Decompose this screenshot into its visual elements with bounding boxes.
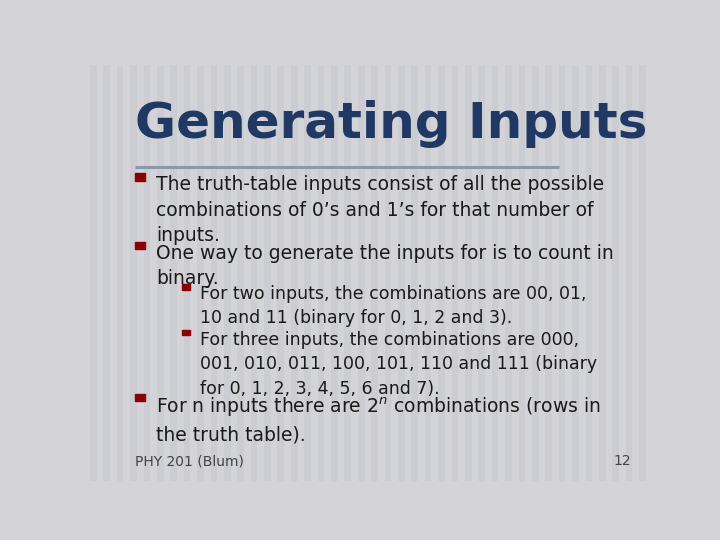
Text: PHY 201 (Blum): PHY 201 (Blum)	[135, 454, 243, 468]
FancyBboxPatch shape	[182, 284, 190, 290]
FancyBboxPatch shape	[182, 329, 190, 335]
Bar	[171, 65, 177, 481]
Bar	[492, 65, 498, 481]
Bar	[532, 65, 539, 481]
Bar	[197, 65, 204, 481]
Bar	[358, 65, 364, 481]
Bar	[666, 65, 672, 481]
Bar	[451, 65, 459, 481]
Bar	[478, 65, 485, 481]
Bar	[411, 65, 418, 481]
Bar	[679, 65, 686, 481]
Bar	[612, 65, 619, 481]
Bar	[238, 65, 244, 481]
Bar	[572, 65, 579, 481]
Bar	[438, 65, 445, 481]
Bar	[104, 65, 110, 481]
Bar	[639, 65, 646, 481]
Bar	[652, 65, 660, 481]
Text: 12: 12	[613, 454, 631, 468]
Bar	[318, 65, 324, 481]
Bar	[344, 65, 351, 481]
Bar	[143, 65, 150, 481]
Bar	[559, 65, 565, 481]
Bar	[425, 65, 431, 481]
Bar	[184, 65, 190, 481]
Bar	[291, 65, 297, 481]
FancyBboxPatch shape	[135, 394, 145, 401]
Bar	[130, 65, 137, 481]
Bar	[398, 65, 405, 481]
Bar	[626, 65, 632, 481]
Bar	[465, 65, 472, 481]
Bar	[90, 65, 96, 481]
Text: For three inputs, the combinations are 000,
001, 010, 011, 100, 101, 110 and 111: For three inputs, the combinations are 0…	[200, 331, 598, 397]
Bar	[277, 65, 284, 481]
Bar	[693, 65, 699, 481]
Bar	[331, 65, 338, 481]
Bar	[157, 65, 163, 481]
Text: One way to generate the inputs for is to count in
binary.: One way to generate the inputs for is to…	[156, 244, 613, 288]
Bar	[117, 65, 124, 481]
Bar	[384, 65, 392, 481]
Bar	[251, 65, 258, 481]
FancyBboxPatch shape	[135, 242, 145, 249]
Bar	[599, 65, 606, 481]
Bar	[264, 65, 271, 481]
Text: Generating Inputs: Generating Inputs	[135, 100, 647, 148]
Text: For n inputs there are $2^n$ combinations (rows in
the truth table).: For n inputs there are $2^n$ combination…	[156, 395, 600, 444]
Bar	[585, 65, 593, 481]
Bar	[210, 65, 217, 481]
Bar	[706, 65, 713, 481]
Bar	[518, 65, 526, 481]
Bar	[505, 65, 512, 481]
Text: The truth-table inputs consist of all the possible
combinations of 0’s and 1’s f: The truth-table inputs consist of all th…	[156, 175, 604, 246]
Bar	[372, 65, 378, 481]
Text: For two inputs, the combinations are 00, 01,
10 and 11 (binary for 0, 1, 2 and 3: For two inputs, the combinations are 00,…	[200, 285, 587, 327]
Bar	[224, 65, 230, 481]
Bar	[305, 65, 311, 481]
Bar	[545, 65, 552, 481]
FancyBboxPatch shape	[135, 173, 145, 181]
